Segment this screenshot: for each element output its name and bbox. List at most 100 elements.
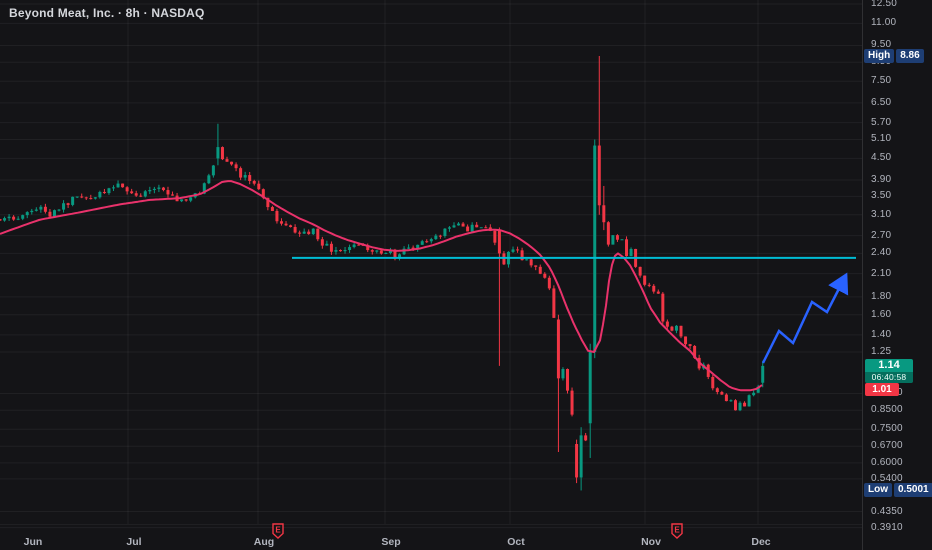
candle-body bbox=[334, 250, 338, 252]
trend-arrow[interactable] bbox=[761, 272, 849, 364]
candle-body bbox=[475, 224, 479, 228]
candle-body bbox=[348, 247, 352, 250]
candle-body bbox=[234, 164, 238, 169]
grid bbox=[0, 0, 862, 529]
last-price-badge: 1.14 06:40:58 bbox=[865, 358, 913, 383]
price-axis-label: 3.10 bbox=[871, 208, 892, 220]
candle-body bbox=[643, 275, 647, 285]
candle-body bbox=[257, 183, 261, 190]
last-price-value: 1.14 bbox=[878, 358, 900, 371]
high-value: 8.86 bbox=[896, 49, 924, 64]
candle-body bbox=[225, 159, 229, 162]
candle-body bbox=[134, 193, 138, 196]
candle-body bbox=[352, 244, 356, 248]
candle-body bbox=[93, 197, 97, 199]
candle-body bbox=[733, 400, 737, 411]
price-axis-label: 0.6000 bbox=[871, 456, 903, 468]
candle-body bbox=[307, 231, 311, 235]
price-axis-label: 5.10 bbox=[871, 133, 892, 145]
candle-body bbox=[302, 231, 306, 234]
candle-body bbox=[329, 243, 333, 252]
candle-body bbox=[752, 392, 756, 396]
candle-body bbox=[243, 175, 247, 178]
candle-body bbox=[479, 227, 483, 229]
candle-body bbox=[620, 239, 624, 241]
candle-body bbox=[461, 223, 465, 227]
candles-layer bbox=[0, 56, 765, 491]
candle-body bbox=[556, 319, 560, 379]
earnings-icon[interactable]: E bbox=[670, 523, 684, 539]
candle-body bbox=[43, 206, 47, 212]
ma-value-badge: 1.01 bbox=[865, 382, 899, 396]
price-axis-label: 0.4350 bbox=[871, 505, 903, 517]
time-axis-label: Nov bbox=[641, 536, 661, 548]
price-axis-label: 0.8500 bbox=[871, 404, 903, 416]
candle-body bbox=[711, 376, 715, 389]
candle-body bbox=[411, 247, 415, 249]
candle-body bbox=[375, 250, 379, 252]
candle-body bbox=[343, 249, 347, 252]
candle-body bbox=[670, 326, 674, 331]
earnings-icon[interactable]: E bbox=[271, 523, 285, 539]
candle-body bbox=[756, 386, 760, 393]
price-axis-label: 0.7500 bbox=[871, 423, 903, 435]
candle-body bbox=[552, 288, 556, 318]
candle-body bbox=[447, 227, 451, 229]
candle-body bbox=[216, 147, 220, 159]
price-axis-border bbox=[862, 0, 863, 550]
candle-body bbox=[724, 394, 728, 402]
price-axis-label: 1.40 bbox=[871, 328, 892, 340]
candle-body bbox=[720, 392, 724, 395]
candle-body bbox=[166, 190, 170, 195]
time-axis-label: Aug bbox=[253, 536, 275, 548]
candle-body bbox=[525, 259, 529, 261]
price-axis-label: 2.70 bbox=[871, 229, 892, 241]
candle-body bbox=[438, 235, 442, 237]
candle-body bbox=[39, 206, 43, 210]
candle-body bbox=[398, 254, 402, 259]
candle-body bbox=[534, 265, 538, 267]
low-price-badge: Low 0.5001 bbox=[864, 483, 932, 498]
candle-body bbox=[516, 249, 520, 251]
candle-body bbox=[275, 210, 279, 222]
candle-body bbox=[0, 219, 2, 221]
svg-text:E: E bbox=[275, 526, 281, 535]
price-axis-label: 5.70 bbox=[871, 116, 892, 128]
candle-body bbox=[7, 216, 11, 219]
candle-body bbox=[52, 210, 56, 217]
candle-body bbox=[420, 241, 424, 245]
candle-body bbox=[434, 235, 438, 240]
candle-body bbox=[80, 196, 84, 198]
candle-body bbox=[629, 248, 633, 257]
price-axis-label: 1.25 bbox=[871, 346, 892, 357]
candle-body bbox=[443, 228, 447, 236]
candle-body bbox=[357, 244, 361, 246]
ma-line bbox=[0, 180, 763, 392]
candle-body bbox=[761, 365, 765, 383]
price-axis-label: 0.5400 bbox=[871, 472, 903, 484]
candle-body bbox=[230, 161, 234, 165]
candle-body bbox=[693, 345, 697, 358]
candle-body bbox=[325, 243, 329, 246]
time-axis-label: Dec bbox=[751, 536, 771, 548]
candle-body bbox=[279, 221, 283, 224]
candle-body bbox=[75, 196, 79, 198]
candle-body bbox=[84, 197, 88, 199]
price-axis-label: 1.80 bbox=[871, 290, 892, 302]
symbol-title[interactable]: Beyond Meat, Inc. · 8h · NASDAQ bbox=[9, 6, 205, 20]
candle-body bbox=[593, 145, 597, 352]
candle-body bbox=[747, 395, 751, 407]
candle-body bbox=[547, 277, 551, 289]
candle-body bbox=[34, 209, 38, 211]
candle-body bbox=[520, 250, 524, 261]
candle-body bbox=[384, 252, 388, 254]
price-axis-label: 4.50 bbox=[871, 152, 892, 164]
candle-body bbox=[457, 223, 461, 226]
candle-body bbox=[143, 191, 147, 197]
candle-body bbox=[402, 248, 406, 255]
candle-body bbox=[370, 250, 374, 252]
candle-body bbox=[674, 325, 678, 331]
candle-body bbox=[298, 232, 302, 234]
candle-body bbox=[538, 266, 542, 274]
